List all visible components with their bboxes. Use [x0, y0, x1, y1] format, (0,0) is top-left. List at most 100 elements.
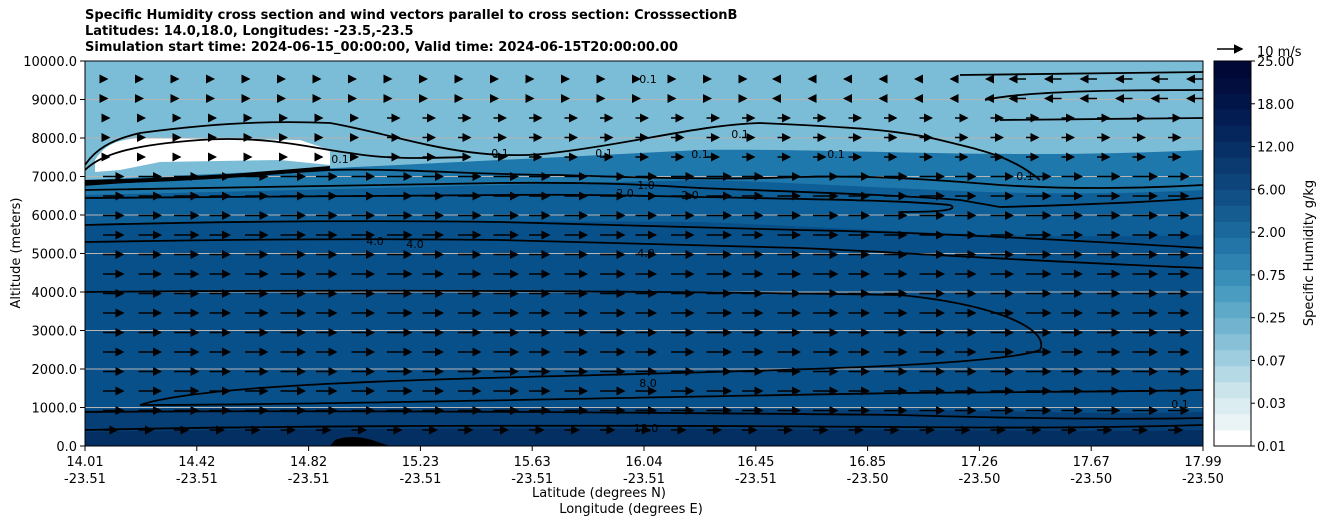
x-tick-label-lat: 15.63	[514, 455, 551, 470]
y-tick-label: 8000.0	[32, 132, 78, 147]
x-axis-label-latitude: Latitude (degrees N)	[532, 486, 666, 501]
contour-label: 0.1	[491, 147, 509, 160]
colorbar-tick-label: 18.00	[1257, 98, 1294, 113]
contour-label: 2.0	[616, 187, 634, 200]
colorbar-tick-label: 12.00	[1257, 141, 1294, 156]
contour-line	[959, 71, 1203, 76]
y-tick-label: 0.0	[56, 440, 77, 455]
x-tick-label-lat: 16.45	[737, 455, 774, 470]
x-tick-label-lon: -23.50	[847, 472, 889, 487]
x-tick-label-lat: 17.67	[1073, 455, 1110, 470]
x-tick-label-lat: 15.23	[402, 455, 439, 470]
contour-label: 0.1	[639, 73, 657, 86]
colorbar-tick-label: 6.00	[1257, 183, 1286, 198]
colorbar-swatch	[1214, 301, 1251, 319]
contour-line	[984, 89, 1203, 101]
x-tick-label-lat: 16.85	[849, 455, 886, 470]
contour-label: 0.1	[595, 147, 613, 160]
y-tick-label: 10000.0	[23, 55, 77, 70]
contour-label: 1.0	[637, 179, 655, 192]
colorbar-swatch	[1214, 189, 1251, 206]
y-axis: 0.0 1000.0 2000.0 3000.0 4000.0 5000.0 6000.0 7…	[23, 55, 85, 455]
contour-labels: 0.10.10.1 0.10.10.11.02.0 2.04.0 4.04.08.01…	[331, 73, 1189, 435]
x-tick-label-lon: -23.51	[511, 472, 553, 487]
colorbar-swatch	[1214, 93, 1251, 110]
x-tick-label-lon: -23.50	[958, 472, 1000, 487]
x-tick-label-lat: 17.26	[961, 455, 998, 470]
colorbar-swatch	[1214, 429, 1251, 447]
contour-label: 0.1	[691, 148, 709, 161]
colorbar-swatch	[1214, 109, 1251, 126]
chart-subtitle-coords: Latitudes: 14.0,18.0, Longitudes: -23.5,…	[85, 24, 414, 39]
contour-line	[85, 181, 1203, 208]
colorbar-swatch	[1214, 333, 1251, 351]
colorbar-swatch	[1214, 253, 1251, 271]
contour-label: 0.1	[1171, 398, 1189, 411]
colorbar-swatch	[1214, 269, 1251, 287]
chart-subtitle-times: Simulation start time: 2024-06-15_00:00:…	[85, 40, 678, 55]
colorbar-swatch	[1214, 77, 1251, 94]
x-tick-label-lat: 14.42	[178, 455, 215, 470]
colorbar-tick-label: 0.03	[1257, 397, 1286, 412]
y-tick-label: 5000.0	[32, 248, 78, 263]
contour-label: 4.0	[406, 238, 424, 251]
contour-label: 2.0	[681, 189, 699, 202]
x-tick-label-lon: -23.50	[1182, 472, 1224, 487]
colorbar-swatch	[1214, 413, 1251, 431]
colorbar-swatch	[1214, 141, 1251, 158]
x-tick-label-lon: -23.51	[288, 472, 330, 487]
chart-title: Specific Humidity cross section and wind…	[85, 8, 738, 23]
colorbar-swatch	[1214, 205, 1251, 222]
x-axis: 14.01 -23.51 14.42 -23.51 14.82 -23.51 15.23 -2…	[64, 446, 1224, 487]
y-tick-label: 9000.0	[32, 94, 78, 109]
colorbar-swatch	[1214, 157, 1251, 174]
y-tick-label: 7000.0	[32, 171, 78, 186]
x-tick-label-lat: 14.82	[290, 455, 327, 470]
y-axis-label: Altitude (meters)	[9, 198, 24, 309]
contour-label: 0.1	[731, 128, 749, 141]
colorbar-tick-label: 0.01	[1257, 440, 1286, 455]
colorbar-swatch	[1214, 237, 1251, 254]
contour-label: 0.1	[331, 153, 349, 166]
colorbar-swatch	[1214, 221, 1251, 238]
fill-terrain	[330, 437, 390, 446]
x-tick-label-lon: -23.51	[735, 472, 777, 487]
contour-label: 4.0	[637, 247, 655, 260]
wind-reference-label: 10 m/s	[1257, 45, 1302, 60]
contour-label: 12.0	[634, 422, 659, 435]
colorbar-tick-label: 0.75	[1257, 269, 1286, 284]
x-tick-label-lon: -23.50	[1070, 472, 1112, 487]
contour-line-dense	[85, 166, 331, 184]
contour-line	[85, 138, 471, 171]
colorbar: 0.01 0.03 0.07 0.25 0.75 2.00 6.00 12.00 18.00 25…	[1213, 55, 1294, 455]
x-tick-label-lon: -23.51	[623, 472, 665, 487]
contour-label: 0.1	[827, 148, 845, 161]
colorbar-tick-label: 25.00	[1257, 55, 1294, 70]
x-tick-label-lon: -23.51	[399, 472, 441, 487]
colorbar-tick-label: 0.07	[1257, 354, 1286, 369]
colorbar-swatch	[1214, 349, 1251, 367]
colorbar-swatch	[1214, 61, 1251, 78]
contour-label: 8.0	[639, 377, 657, 390]
x-tick-label-lat: 16.04	[625, 455, 662, 470]
x-tick-label-lon: -23.51	[176, 472, 218, 487]
y-tick-label: 3000.0	[32, 325, 78, 340]
x-tick-label-lon: -23.51	[64, 472, 106, 487]
colorbar-swatch	[1214, 317, 1251, 335]
y-tick-label: 4000.0	[32, 286, 78, 301]
colorbar-swatch	[1214, 125, 1251, 142]
x-tick-label-lat: 14.01	[66, 455, 103, 470]
y-tick-label: 1000.0	[32, 402, 78, 417]
y-tick-label: 6000.0	[32, 209, 78, 224]
wind-vectors	[99, 74, 1203, 446]
colorbar-frame	[1213, 60, 1252, 447]
fill-humid-layer	[85, 221, 1203, 446]
colorbar-tick-label: 0.25	[1257, 312, 1286, 327]
colorbar-swatch	[1214, 365, 1251, 383]
x-axis-label-longitude: Longitude (degrees E)	[559, 502, 703, 517]
contour-label: 4.0	[366, 235, 384, 248]
colorbar-swatch	[1214, 397, 1251, 415]
y-tick-label: 2000.0	[32, 363, 78, 378]
wind-reference-key: 10 m/s	[1217, 44, 1302, 60]
